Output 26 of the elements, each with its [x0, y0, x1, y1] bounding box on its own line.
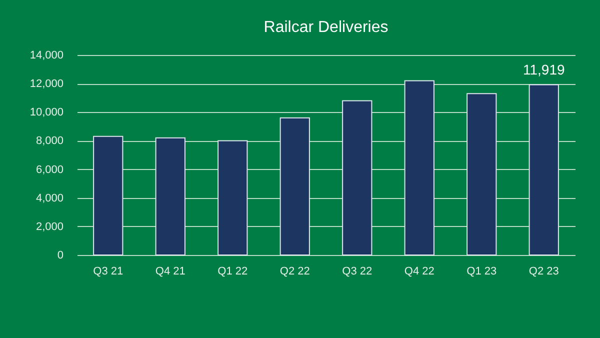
x-tick-label: Q4 22: [404, 266, 434, 278]
y-tick-label: 14,000: [30, 50, 64, 62]
bar: [218, 140, 248, 256]
y-tick-label: 4,000: [36, 192, 64, 204]
y-tick-label: 8,000: [36, 135, 64, 148]
y-tick-label: 0: [57, 250, 64, 262]
y-tick-label: 6,000: [36, 164, 64, 176]
bar: [528, 84, 559, 256]
x-tick-label: Q4 21: [155, 266, 186, 278]
bar: [93, 136, 124, 256]
x-tick-label: Q1 22: [218, 266, 248, 278]
bar: [342, 100, 372, 256]
bar: [155, 137, 186, 256]
x-tick-label: Q2 22: [280, 266, 310, 278]
bar: [404, 80, 434, 256]
y-tick-label: 2,000: [36, 220, 64, 233]
y-tick-label: 10,000: [30, 106, 64, 119]
data-label: 11,919: [522, 62, 565, 78]
chart-title: Railcar Deliveries: [264, 19, 388, 36]
x-tick-label: Q3 21: [93, 266, 124, 278]
y-tick-label: 12,000: [30, 78, 64, 90]
bar: [466, 93, 497, 256]
bar: [280, 117, 310, 256]
x-tick-label: Q3 22: [342, 266, 372, 278]
x-tick-label: Q1 23: [466, 266, 497, 278]
x-tick-label: Q2 23: [528, 266, 559, 278]
